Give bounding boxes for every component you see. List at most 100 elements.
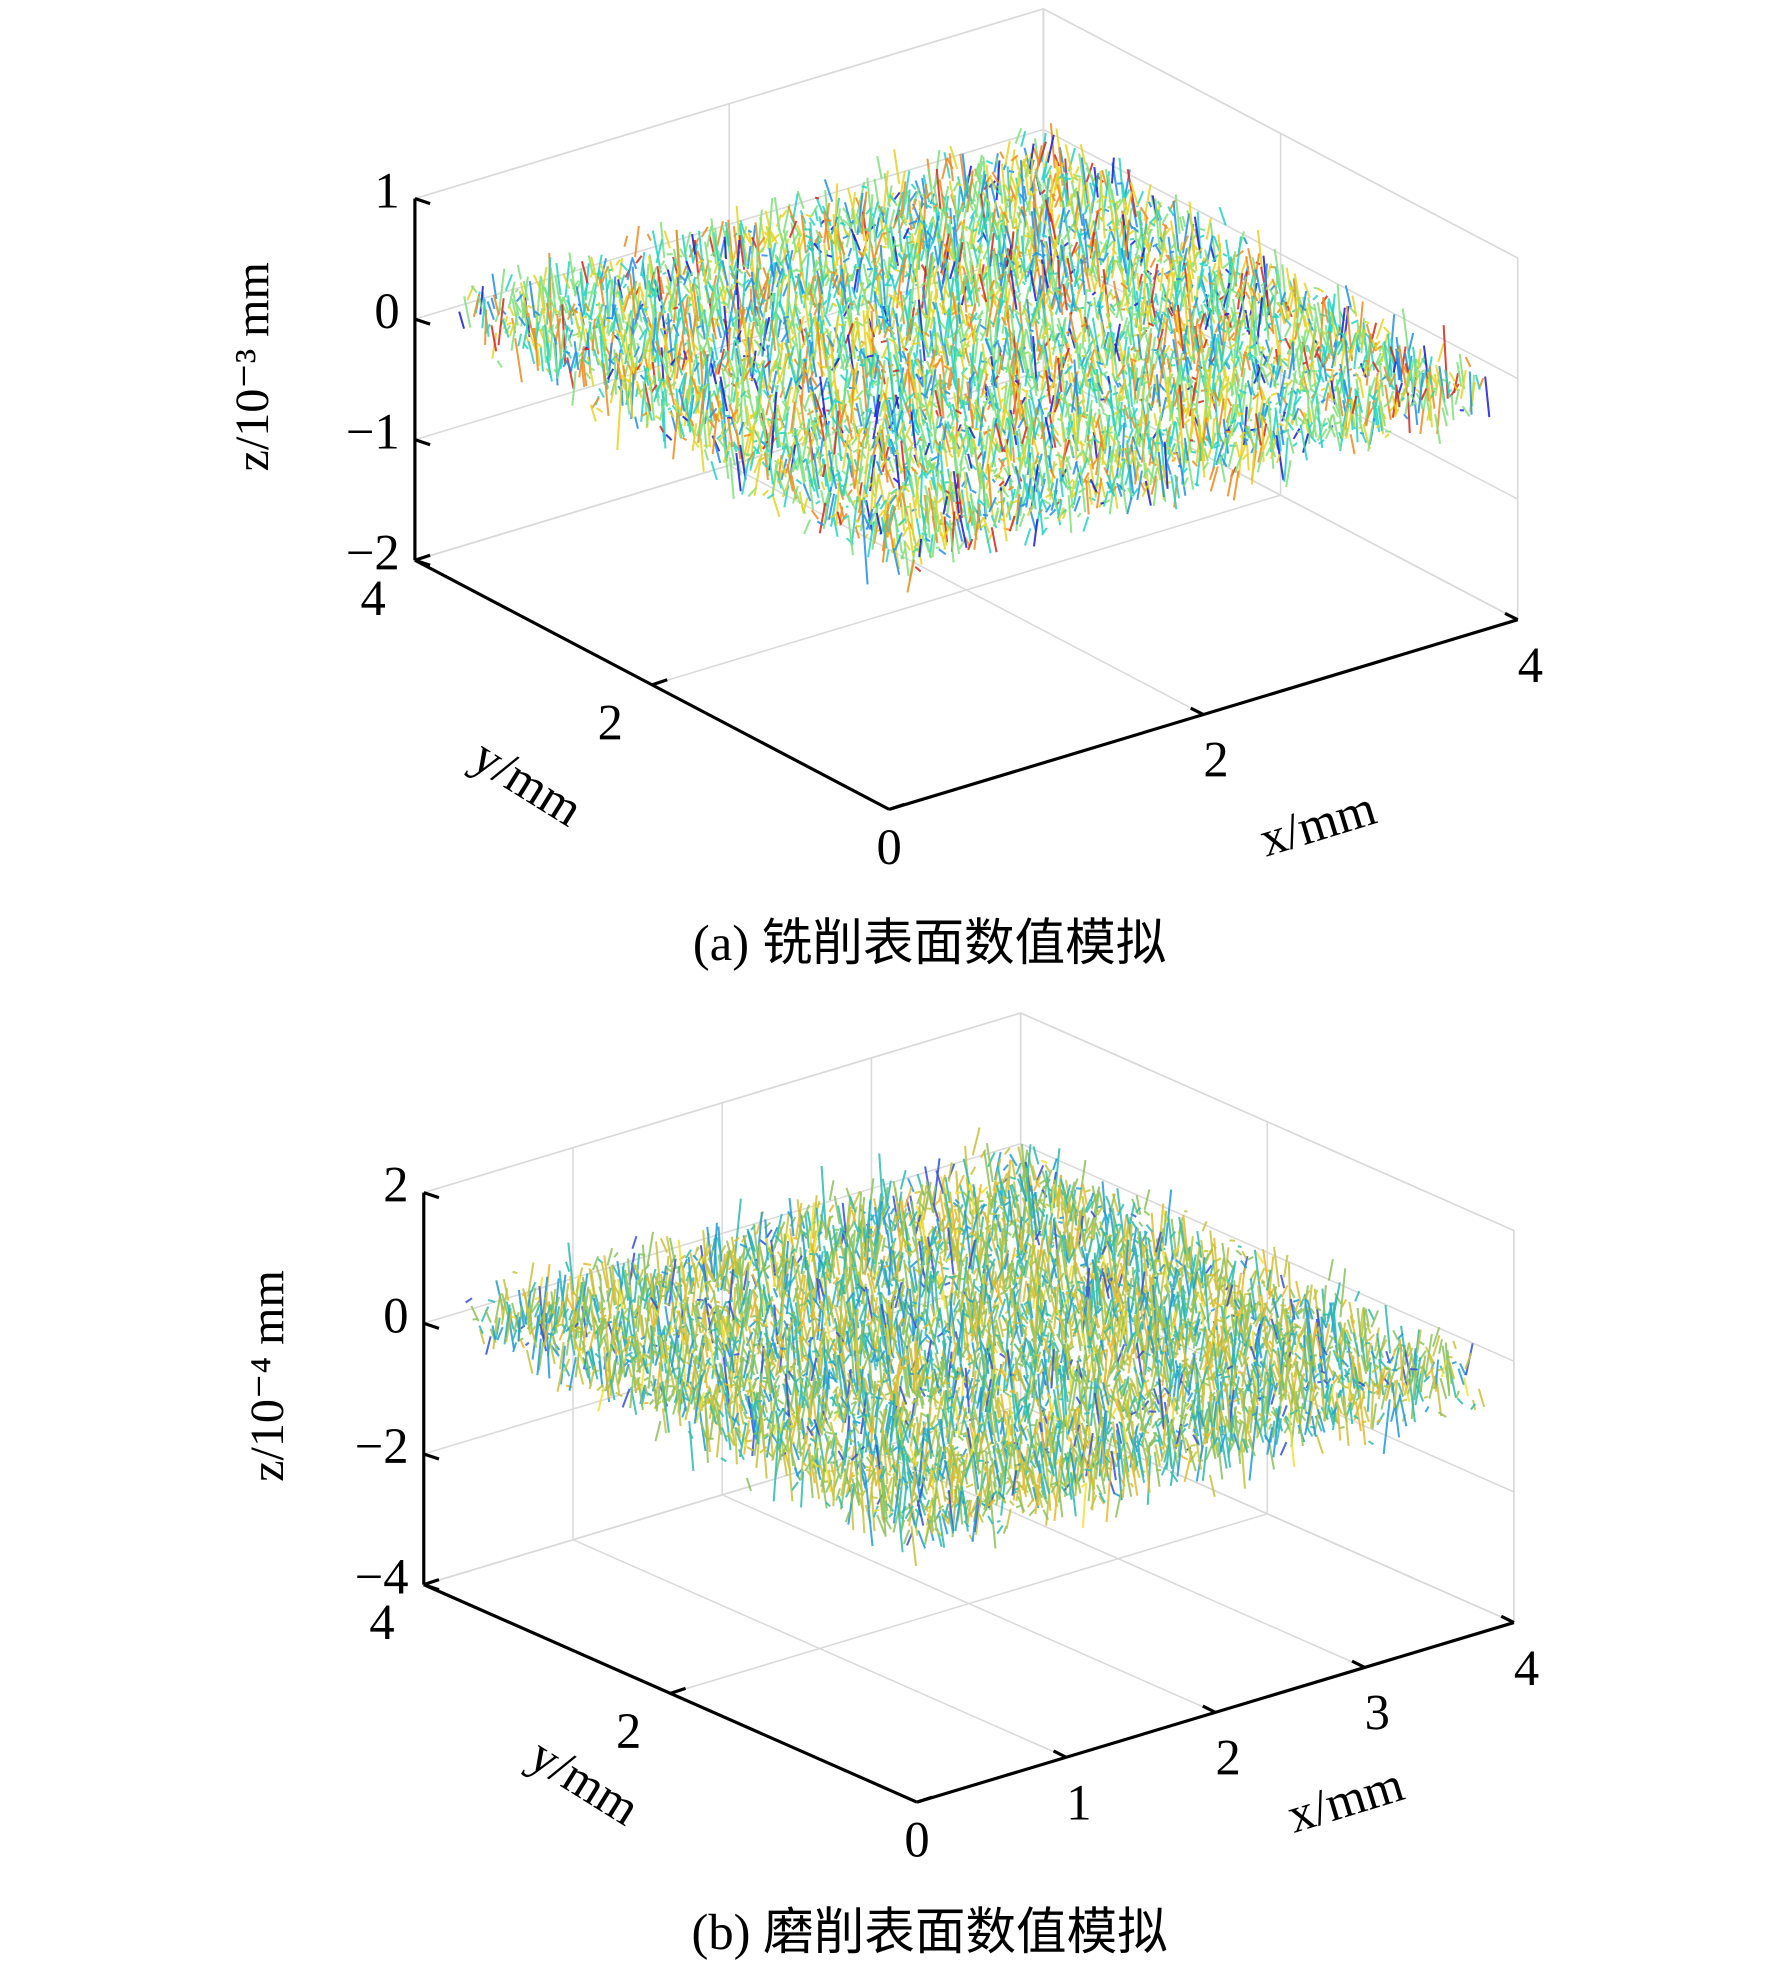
surface-texture [855,213,862,233]
surface-texture [621,295,629,309]
surface-texture [479,286,484,315]
surface-texture [1025,200,1032,216]
surface-texture [931,301,937,310]
surface-texture [982,513,989,517]
surface-texture [801,403,808,412]
surface-texture [822,299,828,306]
surface-texture [579,271,586,315]
surface-texture [996,342,1003,353]
surface-texture [1000,316,1008,326]
surface-texture [1034,321,1041,352]
surface-texture [682,415,689,422]
surface-texture [1142,239,1150,251]
surface-texture [1226,251,1237,308]
surface-texture [633,362,641,371]
surface-texture [941,367,948,385]
surface-texture [946,157,954,170]
surface-texture [703,449,710,461]
surface-texture [847,187,855,212]
surface-texture [938,548,947,556]
surface-texture [1407,332,1415,354]
surface-texture [617,313,624,331]
surface-texture [541,325,548,363]
surface-texture [1085,244,1093,250]
surface-texture [1192,243,1199,251]
surface-texture [1141,253,1149,312]
surface-texture [773,419,779,449]
surface-texture [1209,466,1219,492]
surface-texture [985,164,990,189]
surface-texture [961,153,969,199]
surface-texture [1024,368,1030,387]
surface-texture [764,284,771,313]
surface-texture [1024,317,1033,335]
surface-texture [804,375,812,386]
surface-texture [1237,287,1245,297]
surface-texture [650,384,658,393]
surface-texture [660,347,665,381]
surface-texture [640,368,648,422]
surface-texture [1246,329,1249,333]
surface-texture [1066,354,1073,363]
surface-texture [816,274,823,309]
surface-texture [1085,162,1094,181]
surface-texture [686,296,692,315]
surface-texture [953,392,960,419]
surface-texture [923,331,931,338]
surface-texture [647,378,656,391]
surface-texture [920,281,927,287]
surface-texture [1021,281,1027,286]
surface-texture [927,168,936,213]
surface-texture [791,457,800,473]
surface-texture [713,441,722,464]
surface-texture [681,300,688,324]
surface-texture [878,278,886,334]
surface-texture [710,346,718,374]
surface-texture [852,207,858,225]
surface-texture [971,403,978,416]
surface-texture [934,302,942,330]
surface-texture [720,423,727,435]
surface-texture [1035,206,1042,225]
surface-texture [1234,441,1241,458]
surface-texture [1130,345,1135,352]
surface-texture [793,427,802,464]
surface-texture [735,267,744,275]
surface-texture [1186,356,1193,371]
surface-texture [915,435,923,446]
surface-texture [835,362,840,369]
surface-texture [1043,151,1050,169]
surface-texture [1099,402,1105,413]
surface-texture [832,213,839,266]
surface-texture [675,316,682,329]
surface-texture [1003,288,1011,323]
surface-texture [1031,251,1038,258]
surface-texture [599,263,608,278]
surface-texture [727,367,733,378]
surface-texture [898,367,905,392]
surface-texture [735,381,739,423]
surface-texture [809,289,817,308]
surface-texture [814,407,819,410]
surface-texture [697,388,705,444]
surface-texture [673,306,679,310]
surface-texture [731,408,739,419]
surface-texture [1344,285,1352,308]
surface-texture [1270,392,1278,397]
surface-texture [1154,244,1163,256]
surface-texture [719,376,729,412]
surface-texture [477,295,483,310]
surface-texture [859,340,867,349]
surface-texture [587,255,594,273]
surface-texture [609,260,614,272]
surface-texture [1104,255,1110,279]
surface-texture [1176,340,1183,348]
surface-texture [681,353,687,371]
surface-texture [973,162,980,177]
surface-texture [772,314,779,320]
surface-texture [578,322,585,351]
surface-texture [799,462,806,488]
surface-texture [1056,233,1063,244]
surface-texture [795,478,803,485]
surface-texture [635,255,643,264]
